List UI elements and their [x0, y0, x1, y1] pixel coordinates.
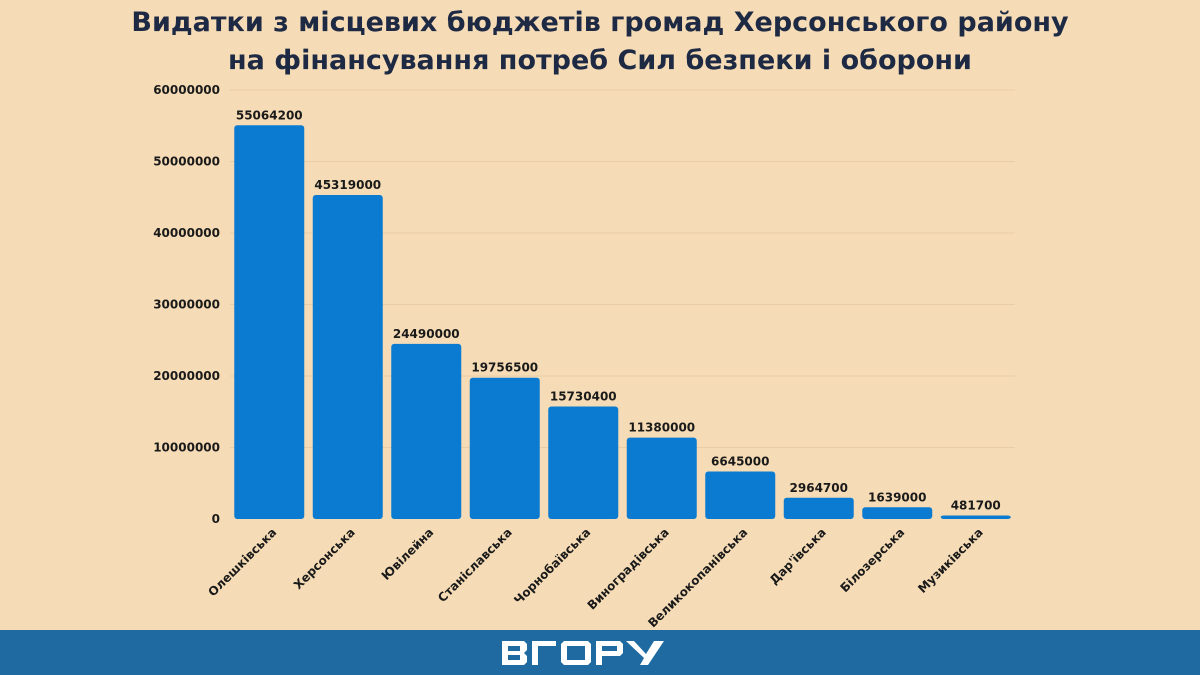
- data-label: 45319000: [314, 178, 381, 192]
- x-axis-labels: Олешківська Херсонська ЮвілейнаСтаніславсь…: [205, 525, 986, 630]
- y-tick-label: 0: [212, 512, 220, 526]
- x-tick-label: Ювілейна: [379, 525, 437, 583]
- chart-title-line-1: Видатки з місцевих бюджетів громад Херсо…: [131, 7, 1069, 38]
- bar: [705, 471, 776, 519]
- data-label: 15730400: [550, 390, 617, 404]
- y-tick-label: 60000000: [153, 83, 220, 97]
- x-tick-label: Станіславська: [435, 525, 515, 605]
- footer-bar: [0, 630, 1200, 675]
- data-label: 11380000: [628, 421, 695, 435]
- data-label: 6645000: [711, 454, 769, 468]
- x-tick-label: Чорнобаївська: [511, 525, 593, 607]
- data-label: 24490000: [393, 327, 460, 341]
- bar-chart: 0 10000000 20000000 30000000 40000000 5000000…: [153, 83, 1015, 630]
- chart-title: Видатки з місцевих бюджетів громад Херсо…: [0, 4, 1200, 80]
- x-tick-label: Виноградівська: [585, 525, 672, 612]
- data-label: 1639000: [868, 490, 926, 504]
- x-tick-label: Олешківська: [205, 525, 279, 599]
- bar: [783, 497, 854, 519]
- y-tick-label: 30000000: [153, 298, 220, 312]
- data-label: 2964700: [790, 481, 848, 495]
- vhoru-logo: [502, 641, 664, 665]
- x-tick-label: Білозерська: [837, 525, 907, 595]
- data-label: 55064200: [236, 108, 303, 122]
- bar: [312, 194, 383, 519]
- bar: [626, 437, 697, 519]
- data-labels: 55064200 45319000 24490000 19756500 15730400…: [236, 108, 1001, 512]
- x-tick-label: Херсонська: [291, 525, 358, 592]
- bar: [548, 406, 619, 519]
- data-label: 19756500: [471, 361, 538, 375]
- bar: [862, 507, 933, 519]
- chart-subtitle: на фінансування потреб Сил безпеки і обо…: [228, 45, 972, 76]
- y-tick-label: 20000000: [153, 369, 220, 383]
- x-tick-label: Музиківська: [915, 525, 986, 596]
- y-axis-ticks: 0 10000000 20000000 30000000 40000000 5000000…: [153, 83, 220, 526]
- data-label: 481700: [951, 499, 1001, 513]
- y-tick-label: 50000000: [153, 155, 220, 169]
- bars: [234, 125, 1011, 520]
- bar: [391, 343, 462, 519]
- y-tick-label: 10000000: [153, 441, 220, 455]
- bar: [469, 377, 540, 519]
- bar: [234, 125, 305, 520]
- bar: [940, 515, 1011, 519]
- y-tick-label: 40000000: [153, 226, 220, 240]
- x-tick-label: Дар'ївська: [767, 525, 829, 587]
